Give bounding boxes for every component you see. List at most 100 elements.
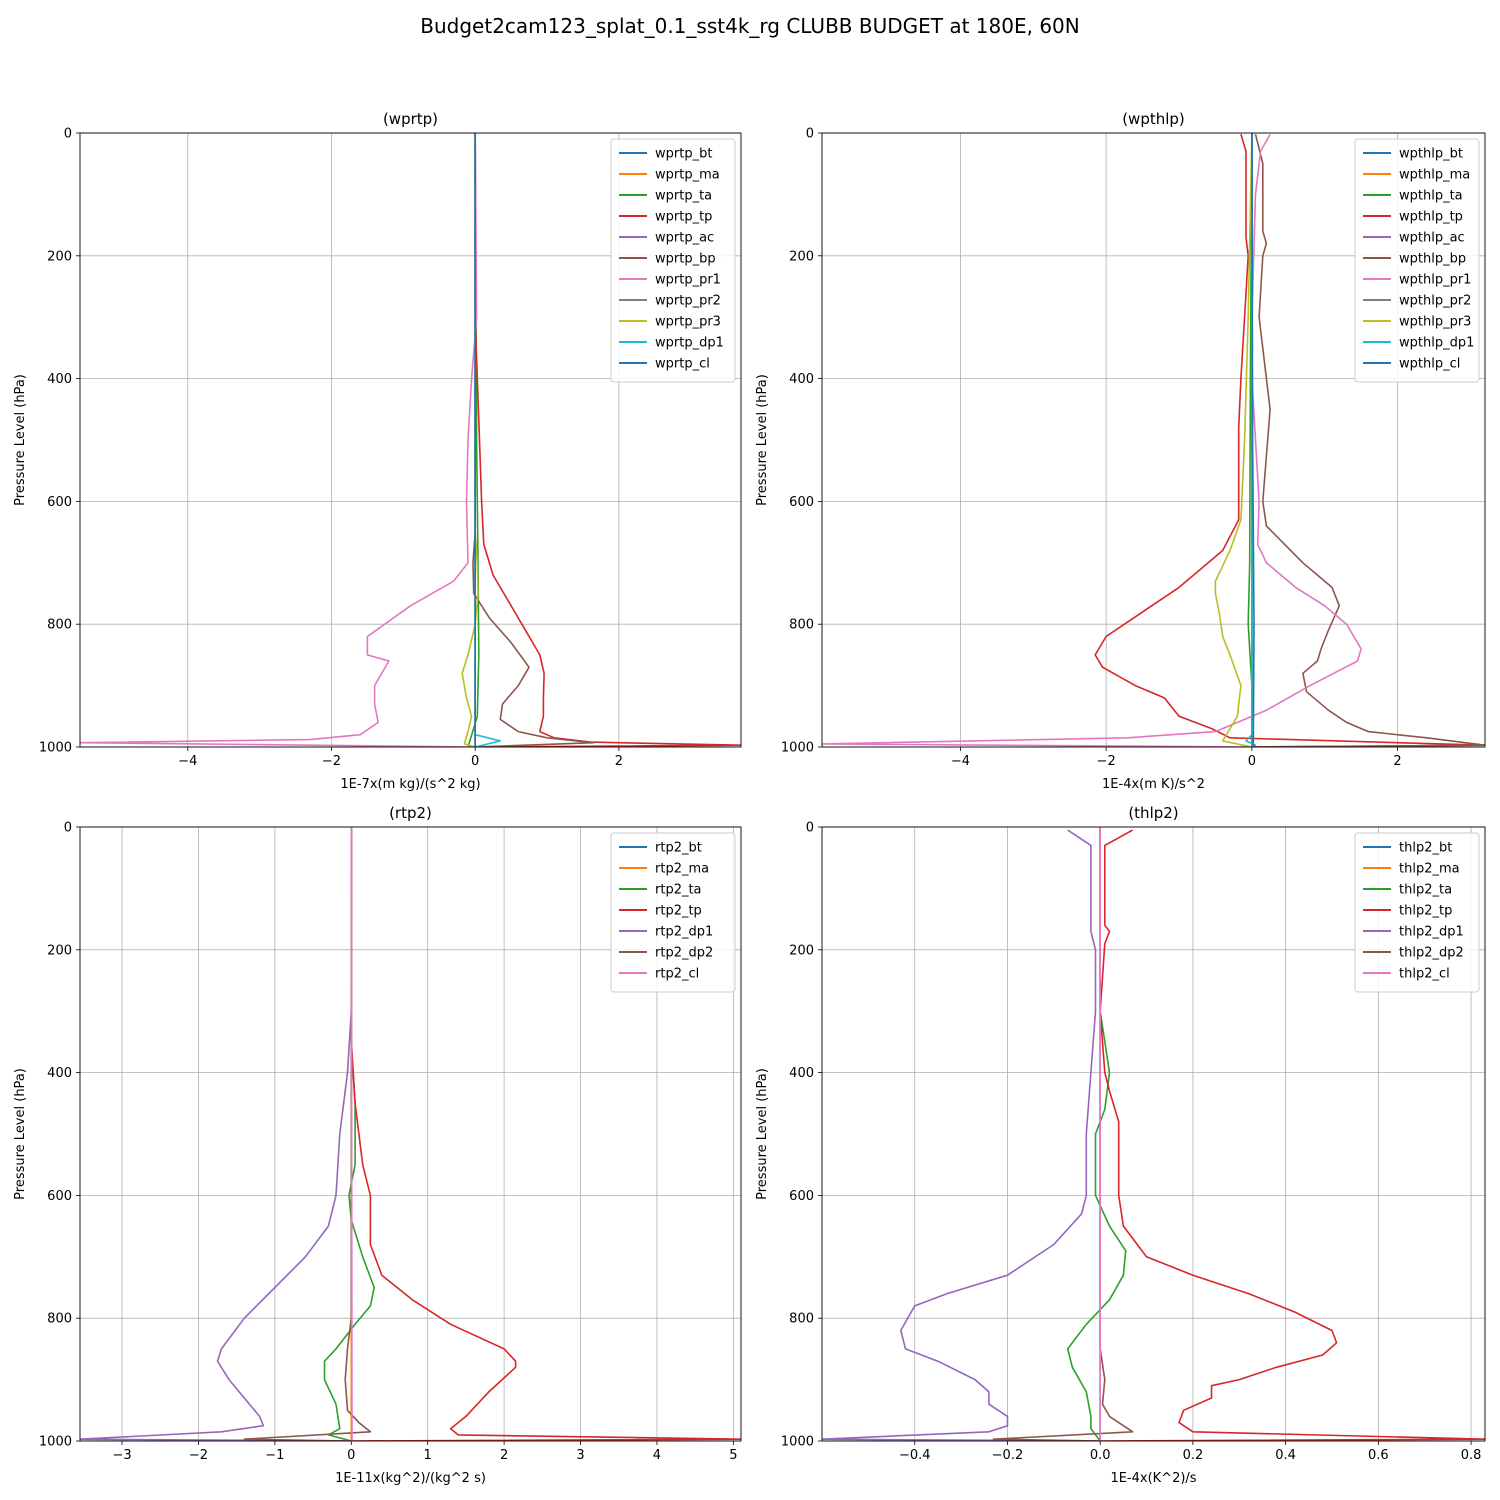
series-line-thlp2_tp bbox=[1099, 829, 1485, 1441]
x-tick-label: −1 bbox=[265, 1448, 284, 1463]
legend-label: wprtp_bp bbox=[655, 252, 716, 267]
legend-label: wprtp_ma bbox=[655, 168, 720, 183]
y-tick-label: 800 bbox=[47, 1312, 72, 1327]
y-tick-label: 800 bbox=[789, 618, 814, 633]
x-tick-label: 0 bbox=[347, 1448, 355, 1463]
y-tick-label: 200 bbox=[47, 249, 72, 264]
chart-1: −4 −2 0 2 0 200 400 600 800 1000 (wprtp) 1E-7x(m kg… bbox=[13, 110, 742, 792]
series-line-wpthlp_bp bbox=[1251, 134, 1485, 747]
legend-label: wpthlp_pr1 bbox=[1399, 273, 1471, 288]
y-tick-label: 600 bbox=[789, 1189, 814, 1204]
series-group bbox=[822, 827, 1485, 1441]
legend: wprtp_bt wprtp_ma wprtp_ta wprtp_tp wprtp_ac… bbox=[610, 138, 736, 383]
series-line-wpthlp_pr1 bbox=[822, 133, 1362, 747]
series-line-wprtp_pr1 bbox=[80, 133, 478, 747]
y-tick-label: 400 bbox=[47, 1066, 72, 1081]
legend-label: wprtp_ta bbox=[655, 189, 712, 204]
legend-label: rtp2_ma bbox=[655, 862, 709, 877]
y-tick-label: 400 bbox=[47, 372, 72, 387]
y-tick-label: 0 bbox=[64, 821, 72, 836]
x-axis-label: 1E-7x(m kg)/(s^2 kg) bbox=[340, 777, 480, 792]
chart-2: −4 −2 0 2 0 200 400 600 800 1000 (wpthlp) 1E-4x(m K… bbox=[755, 110, 1486, 792]
legend-label: wprtp_tp bbox=[655, 210, 712, 225]
x-tick-label: −2 bbox=[1097, 754, 1116, 769]
legend-label: thlp2_tp bbox=[1399, 904, 1452, 919]
legend-label: rtp2_dp1 bbox=[655, 925, 713, 940]
x-tick-label: −4 bbox=[951, 754, 970, 769]
x-tick-label: −3 bbox=[112, 1448, 131, 1463]
x-tick-label: −0.2 bbox=[992, 1448, 1024, 1463]
legend-label: wprtp_ac bbox=[655, 231, 714, 246]
series-line-thlp2_dp1 bbox=[822, 829, 1101, 1441]
y-axis-label: Pressure Level (hPa) bbox=[755, 374, 770, 506]
legend-label: thlp2_cl bbox=[1399, 967, 1450, 982]
y-tick-label: 200 bbox=[789, 249, 814, 264]
legend-label: thlp2_dp1 bbox=[1399, 925, 1464, 940]
x-tick-label: 2 bbox=[615, 754, 623, 769]
legend: thlp2_bt thlp2_ma thlp2_ta thlp2_tp thlp2_dp… bbox=[1354, 832, 1480, 993]
x-tick-label: 3 bbox=[576, 1448, 584, 1463]
y-tick-label: 600 bbox=[47, 1189, 72, 1204]
y-tick-label: 1000 bbox=[39, 741, 72, 756]
legend-label: rtp2_ta bbox=[655, 883, 702, 898]
legend-label: wpthlp_cl bbox=[1399, 357, 1460, 372]
y-tick-label: 600 bbox=[47, 495, 72, 510]
x-axis-label: 1E-4x(m K)/s^2 bbox=[1102, 777, 1205, 792]
x-tick-label: −4 bbox=[178, 754, 197, 769]
x-tick-label: 2 bbox=[1393, 754, 1401, 769]
y-tick-label: 400 bbox=[789, 372, 814, 387]
chart-3: −3 −2 −1 0 1 2 3 4 5 0 200 400 600 800 1000 (rtp2) 1E-11… bbox=[13, 804, 742, 1486]
legend-label: rtp2_dp2 bbox=[655, 946, 713, 961]
x-tick-label: 0.0 bbox=[1090, 1448, 1111, 1463]
series-line-thlp2_ta bbox=[1066, 827, 1127, 1441]
legend-label: wpthlp_bp bbox=[1399, 252, 1466, 267]
series-line-rtp2_tp bbox=[350, 827, 741, 1441]
series-line-wpthlp_pr3 bbox=[1214, 133, 1253, 747]
series-line-wpthlp_dp1 bbox=[1245, 133, 1257, 747]
chart-4: −0.4 −0.2 0.0 0.2 0.4 0.6 0.8 0 200 400 600 800 1000… bbox=[755, 804, 1486, 1486]
x-tick-label: 0.8 bbox=[1461, 1448, 1482, 1463]
y-tick-label: 0 bbox=[806, 127, 814, 142]
subplot-title: (thlp2) bbox=[1128, 804, 1178, 822]
legend-label: thlp2_ta bbox=[1399, 883, 1452, 898]
legend-label: rtp2_tp bbox=[655, 904, 702, 919]
legend-label: rtp2_cl bbox=[655, 967, 699, 982]
figure-title: Budget2cam123_splat_0.1_sst4k_rg CLUBB B… bbox=[420, 14, 1080, 38]
legend-label: wprtp_pr2 bbox=[655, 294, 721, 309]
legend-label: wpthlp_tp bbox=[1399, 210, 1463, 225]
y-tick-label: 0 bbox=[806, 821, 814, 836]
y-tick-label: 200 bbox=[47, 943, 72, 958]
series-group bbox=[822, 133, 1485, 747]
legend: rtp2_bt rtp2_ma rtp2_ta rtp2_tp rtp2_dp1 rtp2… bbox=[610, 832, 736, 993]
legend-label: wprtp_pr3 bbox=[655, 315, 721, 330]
legend-label: wprtp_dp1 bbox=[655, 336, 724, 351]
plot-frame bbox=[79, 826, 742, 1442]
legend-label: thlp2_bt bbox=[1399, 841, 1452, 856]
x-tick-label: 2 bbox=[500, 1448, 508, 1463]
plot-frame bbox=[821, 132, 1486, 748]
series-group bbox=[80, 827, 741, 1441]
y-tick-label: 800 bbox=[47, 618, 72, 633]
y-tick-label: 600 bbox=[789, 495, 814, 510]
legend-label: wpthlp_ac bbox=[1399, 231, 1465, 246]
x-tick-label: 0 bbox=[1248, 754, 1256, 769]
y-axis-label: Pressure Level (hPa) bbox=[755, 1068, 770, 1200]
y-tick-label: 1000 bbox=[781, 1435, 814, 1450]
legend-label: thlp2_dp2 bbox=[1399, 946, 1464, 961]
x-tick-label: −2 bbox=[189, 1448, 208, 1463]
legend-label: rtp2_bt bbox=[655, 841, 702, 856]
legend-label: wprtp_cl bbox=[655, 357, 710, 372]
series-line-rtp2_dp1 bbox=[80, 827, 353, 1441]
y-tick-label: 1000 bbox=[39, 1435, 72, 1450]
x-tick-label: 5 bbox=[729, 1448, 737, 1463]
legend-label: wpthlp_pr2 bbox=[1399, 294, 1471, 309]
x-axis-label: 1E-4x(K^2)/s bbox=[1110, 1471, 1196, 1486]
legend-label: wpthlp_bt bbox=[1399, 147, 1463, 162]
x-tick-label: −0.4 bbox=[899, 1448, 931, 1463]
series-line-rtp2_dp2 bbox=[243, 827, 372, 1441]
y-tick-label: 800 bbox=[789, 1312, 814, 1327]
series-line-rtp2_ta bbox=[323, 827, 375, 1441]
subplot-title: (wprtp) bbox=[383, 110, 438, 128]
x-tick-label: 0.6 bbox=[1368, 1448, 1389, 1463]
